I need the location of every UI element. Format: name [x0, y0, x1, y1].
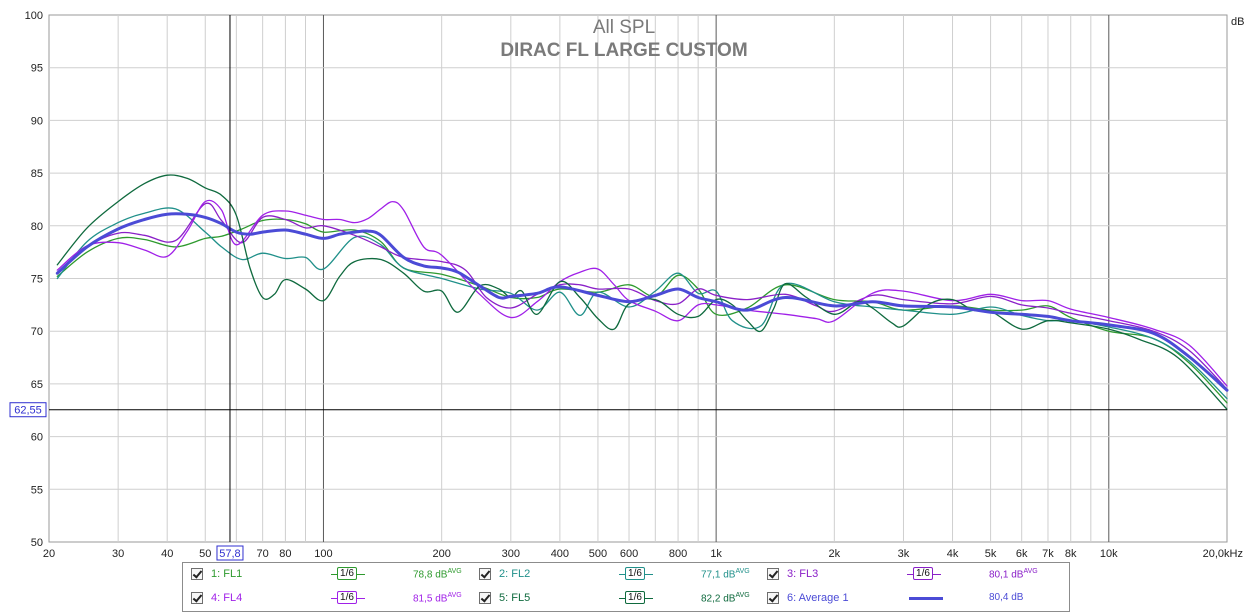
cursor: 62,55 57,8 — [9, 15, 1227, 561]
x-tick-label: 1k — [710, 548, 722, 560]
y-tick-label: 55 — [31, 484, 43, 496]
x-tick-label: 8k — [1065, 548, 1077, 560]
series-group — [55, 174, 1229, 410]
grid-lines — [49, 15, 1227, 542]
avg-superscript: AVG — [735, 592, 750, 599]
legend-line-swatch — [909, 597, 943, 600]
smoothing-label: 1/6 — [337, 591, 357, 604]
cursor-y-readout-box — [9, 402, 47, 418]
legend-value: 78,8 dBAVG — [413, 568, 462, 581]
smoothing-label: 1/6 — [913, 567, 933, 580]
x-tick-label: 20 — [43, 548, 55, 560]
x-tick-label: 100 — [314, 548, 332, 560]
legend-series-label: 5: FL5 — [499, 592, 531, 604]
legend-value: 81,5 dBAVG — [413, 592, 462, 605]
y-tick-label: 85 — [31, 168, 43, 180]
x-tick-label: 600 — [620, 548, 638, 560]
y-tick-label: 75 — [31, 274, 43, 286]
x-tick-label: 200 — [432, 548, 450, 560]
avg-superscript: AVG — [447, 592, 462, 599]
legend-series-label: 6: Average 1 — [787, 592, 849, 604]
checkbox-checked[interactable] — [479, 592, 491, 604]
smoothing-button[interactable]: 1/6 — [331, 567, 365, 581]
legend-series-label: 2: FL2 — [499, 568, 531, 580]
y-tick-label: 60 — [31, 432, 43, 444]
x-tick-label: 80 — [279, 548, 291, 560]
x-tick-label: 300 — [502, 548, 520, 560]
smoothing-button[interactable]: 1/6 — [619, 567, 653, 581]
cursor-x-readout-box — [216, 545, 244, 561]
legend-row: 4: FL4 1/6 81,5 dBAVG 5: FL5 1/6 82,2 dBAVG 6:… — [183, 587, 1069, 611]
legend-value: 80,1 dBAVG — [989, 568, 1038, 581]
smoothing-label: 1/6 — [625, 567, 645, 580]
avg-superscript: AVG — [735, 568, 750, 575]
x-tick-label: 30 — [112, 548, 124, 560]
x-tick-label: 7k — [1042, 548, 1054, 560]
smoothing-button[interactable]: 1/6 — [619, 591, 653, 605]
checkbox-checked[interactable] — [191, 568, 203, 580]
legend-series-label: 4: FL4 — [211, 592, 243, 604]
x-tick-label: 3k — [898, 548, 910, 560]
y-tick-label: 50 — [31, 537, 43, 549]
cursor-y-readout: 62,55 — [14, 405, 42, 417]
legend-value: 77,1 dBAVG — [701, 568, 750, 581]
smoothing-label: 1/6 — [337, 567, 357, 580]
legend-value: 80,4 dB — [989, 592, 1024, 603]
checkbox-checked[interactable] — [191, 592, 203, 604]
x-tick-label: 20,0kHz — [1203, 548, 1243, 560]
checkbox-checked[interactable] — [479, 568, 491, 580]
y-tick-label: 65 — [31, 379, 43, 391]
y-tick-label: 100 — [25, 10, 43, 22]
legend-series-label: 3: FL3 — [787, 568, 819, 580]
y-tick-label: 90 — [31, 115, 43, 127]
legend-value: 82,2 dBAVG — [701, 592, 750, 605]
legend: 1: FL1 1/6 78,8 dBAVG 2: FL2 1/6 77,1 dBAVG 3:… — [182, 562, 1070, 612]
chart-title: All SPL — [593, 17, 655, 38]
x-tick-label: 500 — [589, 548, 607, 560]
x-tick-label: 10k — [1100, 548, 1118, 560]
y-unit-label: dB — [1231, 16, 1244, 28]
avg-superscript: AVG — [447, 568, 462, 575]
x-tick-label: 2k — [829, 548, 841, 560]
y-tick-label: 80 — [31, 221, 43, 233]
x-tick-label: 70 — [257, 548, 269, 560]
y-tick-label: 95 — [31, 63, 43, 75]
x-tick-label: 6k — [1016, 548, 1028, 560]
y-tick-label: 70 — [31, 326, 43, 338]
checkbox-checked[interactable] — [767, 592, 779, 604]
series-line-fl5 — [56, 174, 1228, 410]
x-tick-label: 50 — [199, 548, 211, 560]
smoothing-button[interactable]: 1/6 — [331, 591, 365, 605]
x-tick-label: 400 — [551, 548, 569, 560]
legend-row: 1: FL1 1/6 78,8 dBAVG 2: FL2 1/6 77,1 dBAVG 3:… — [183, 563, 1069, 587]
x-tick-label: 4k — [947, 548, 959, 560]
x-tick-label: 800 — [669, 548, 687, 560]
cursor-x-readout: 57,8 — [219, 548, 240, 560]
smoothing-label: 1/6 — [625, 591, 645, 604]
series-line-fl3 — [56, 202, 1228, 390]
smoothing-button[interactable]: 1/6 — [907, 567, 941, 581]
checkbox-checked[interactable] — [767, 568, 779, 580]
x-tick-label: 40 — [161, 548, 173, 560]
series-line-average-1 — [55, 212, 1229, 392]
x-tick-label: 5k — [985, 548, 997, 560]
avg-superscript: AVG — [1023, 568, 1038, 575]
legend-series-label: 1: FL1 — [211, 568, 243, 580]
series-line-fl2 — [56, 207, 1228, 400]
chart-subtitle: DIRAC FL LARGE CUSTOM — [500, 40, 747, 61]
spl-chart[interactable]: 62,55 57,8 20 30 40 50 70 80 100 200 300 400 500 600… — [0, 0, 1249, 562]
tick-labels: 20 30 40 50 70 80 100 200 300 400 500 600 800 1k 2k 3k 4… — [25, 10, 1243, 560]
